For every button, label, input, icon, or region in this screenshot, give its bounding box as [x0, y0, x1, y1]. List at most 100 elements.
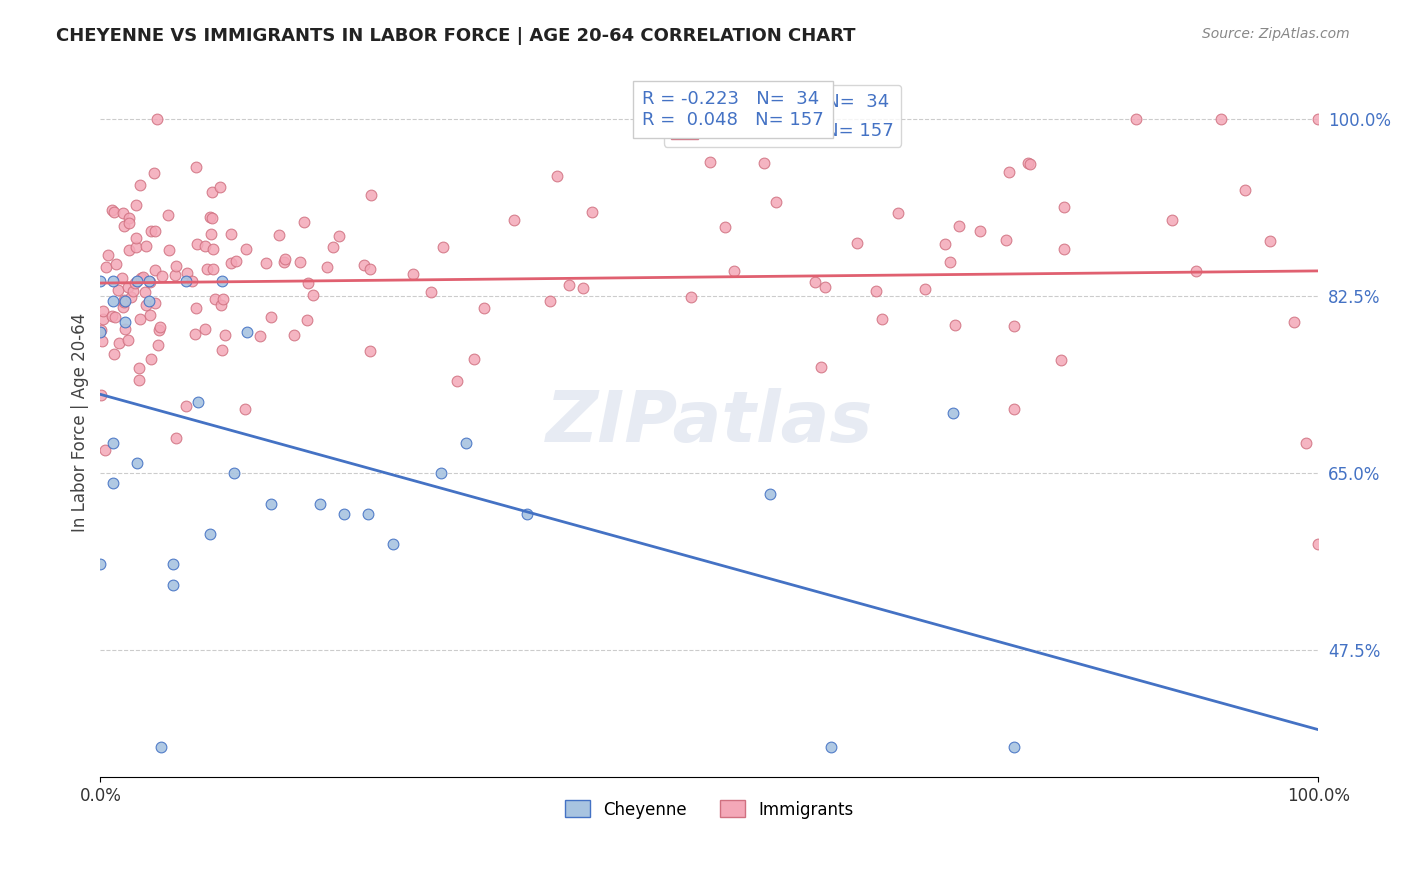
Point: [249, 329, 271, 343]
Point: [943, 318, 966, 333]
Point: [446, 374, 468, 388]
Point: [184, 327, 207, 342]
Point: [114, 314, 136, 328]
Point: [316, 260, 339, 274]
Point: [235, 402, 257, 417]
Point: [260, 310, 283, 324]
Point: [135, 239, 157, 253]
Point: [472, 301, 495, 316]
Point: [1018, 156, 1040, 170]
Point: [224, 467, 246, 481]
Legend: Cheyenne, Immigrants: Cheyenne, Immigrants: [558, 794, 860, 825]
Point: [359, 343, 381, 358]
Point: [887, 206, 910, 220]
Point: [295, 313, 318, 327]
Point: [124, 276, 146, 290]
Point: [108, 336, 131, 351]
Point: [101, 274, 124, 288]
Point: [143, 296, 166, 310]
Point: [820, 739, 842, 754]
Point: [557, 278, 579, 293]
Point: [322, 240, 344, 254]
Point: [297, 277, 319, 291]
Point: [200, 185, 222, 199]
Point: [765, 195, 787, 210]
Point: [128, 361, 150, 376]
Point: [174, 274, 197, 288]
Point: [1295, 436, 1317, 450]
Point: [328, 229, 350, 244]
Point: [814, 279, 837, 293]
Point: [273, 255, 295, 269]
Point: [202, 242, 225, 256]
Point: [135, 298, 157, 312]
Point: [430, 467, 453, 481]
Point: [101, 294, 124, 309]
Point: [273, 252, 295, 267]
Point: [101, 202, 124, 217]
Point: [162, 577, 184, 591]
Point: [333, 507, 356, 521]
Point: [146, 338, 169, 352]
Point: [129, 178, 152, 192]
Point: [128, 312, 150, 326]
Point: [125, 198, 148, 212]
Point: [288, 255, 311, 269]
Point: [91, 311, 114, 326]
Point: [225, 254, 247, 268]
Point: [101, 476, 124, 491]
Point: [699, 154, 721, 169]
Point: [235, 242, 257, 256]
Point: [105, 256, 128, 270]
Point: [104, 310, 127, 325]
Point: [283, 328, 305, 343]
Point: [162, 558, 184, 572]
Point: [184, 161, 207, 175]
Point: [174, 400, 197, 414]
Point: [1125, 112, 1147, 127]
Point: [156, 208, 179, 222]
Point: [94, 260, 117, 274]
Point: [180, 274, 202, 288]
Point: [1017, 156, 1039, 170]
Point: [195, 262, 218, 277]
Point: [942, 406, 965, 420]
Point: [118, 216, 141, 230]
Point: [201, 262, 224, 277]
Point: [120, 290, 142, 304]
Point: [198, 527, 221, 541]
Point: [235, 325, 257, 339]
Point: [149, 320, 172, 334]
Point: [118, 244, 141, 258]
Point: [538, 294, 561, 309]
Point: [357, 507, 380, 521]
Point: [1050, 352, 1073, 367]
Point: [1209, 112, 1232, 127]
Point: [112, 294, 135, 309]
Point: [463, 351, 485, 366]
Point: [114, 294, 136, 309]
Point: [89, 325, 111, 339]
Point: [142, 165, 165, 179]
Point: [165, 431, 187, 445]
Point: [125, 231, 148, 245]
Point: [934, 237, 956, 252]
Point: [103, 204, 125, 219]
Point: [938, 254, 960, 268]
Point: [211, 343, 233, 358]
Text: Source: ZipAtlas.com: Source: ZipAtlas.com: [1202, 27, 1350, 41]
Point: [1002, 402, 1025, 417]
Point: [267, 227, 290, 242]
Point: [194, 322, 217, 336]
Point: [211, 292, 233, 306]
Point: [1234, 183, 1257, 197]
Point: [948, 219, 970, 233]
Point: [163, 268, 186, 282]
Point: [194, 239, 217, 253]
Point: [117, 280, 139, 294]
Point: [1282, 314, 1305, 328]
Point: [219, 227, 242, 242]
Y-axis label: In Labor Force | Age 20-64: In Labor Force | Age 20-64: [72, 313, 89, 533]
Point: [112, 301, 135, 315]
Text: ZIPatlas: ZIPatlas: [546, 388, 873, 458]
